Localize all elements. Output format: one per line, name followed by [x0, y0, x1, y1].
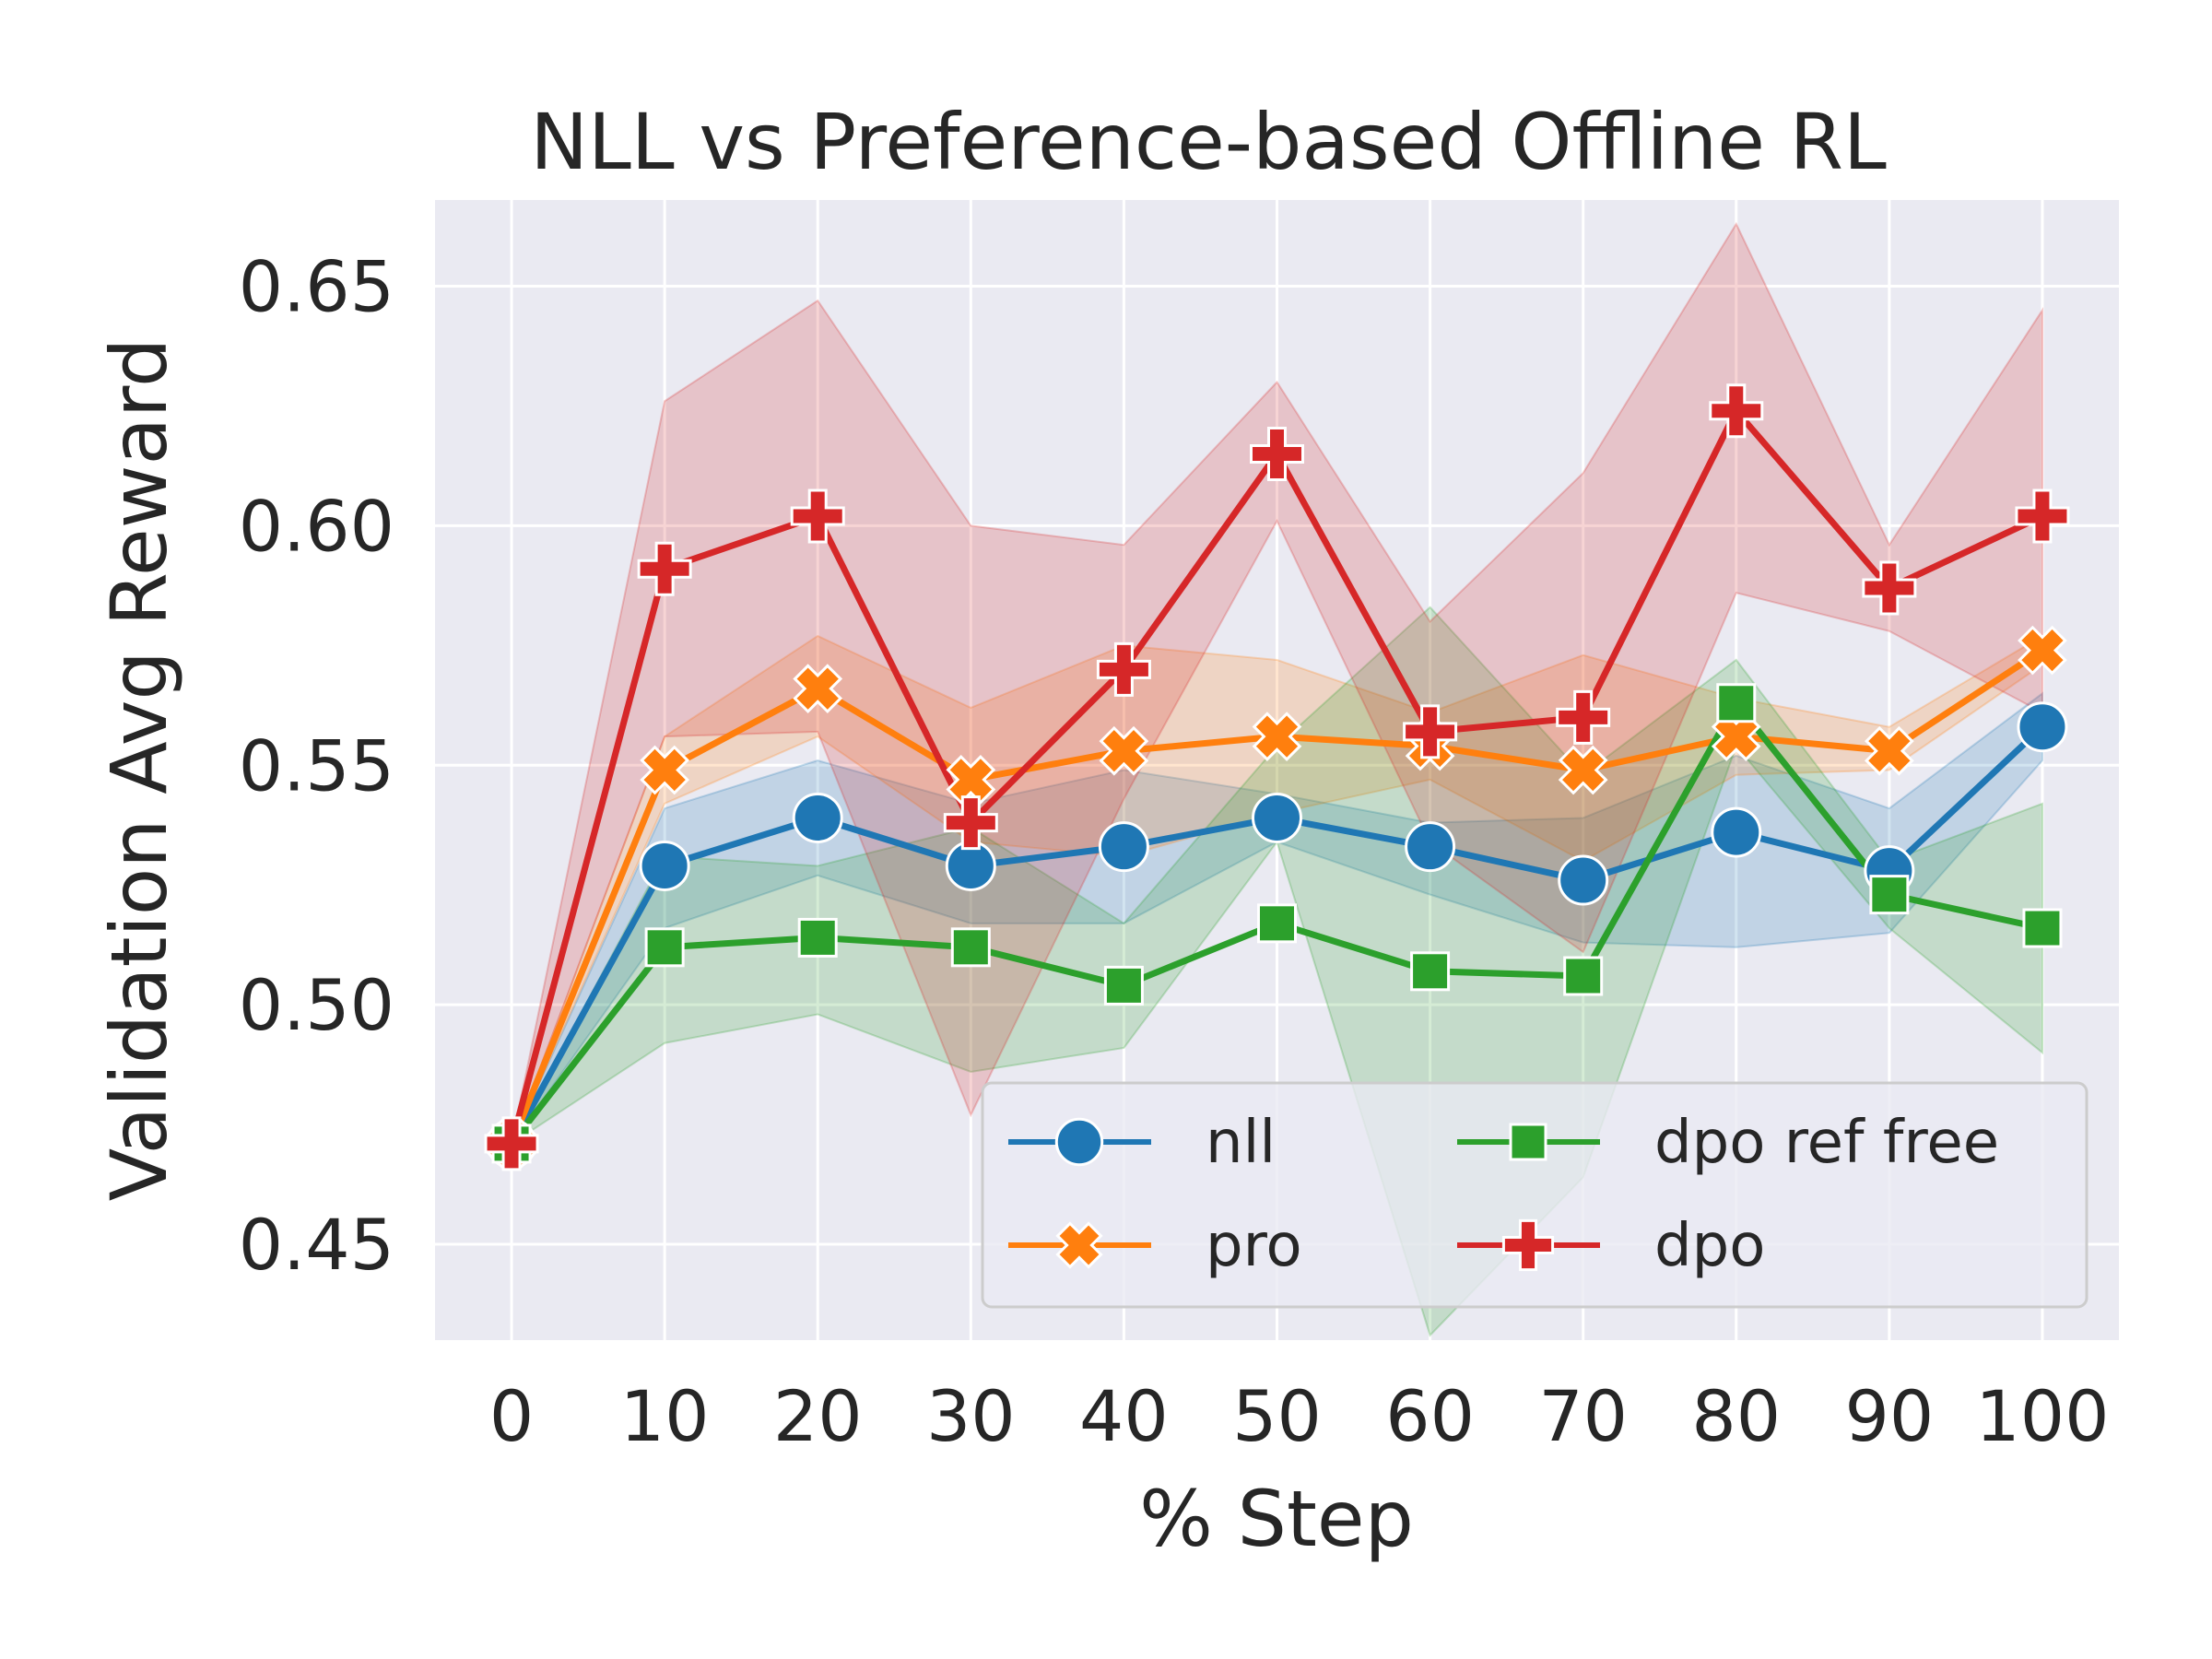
point-dpo	[943, 795, 998, 851]
legend-label-dpo-ref-free: dpo ref free	[1654, 1109, 1999, 1177]
confidence-bands	[511, 221, 2043, 1337]
point-pro	[946, 755, 996, 805]
point-dpo	[1709, 383, 1764, 439]
point-nll	[639, 840, 690, 891]
point-dpo-ref-free	[797, 917, 838, 958]
x-axis-label: % Step	[1139, 1474, 1414, 1564]
x-tick-label: 90	[1845, 1375, 1935, 1457]
legend-label-nll: nll	[1206, 1109, 1276, 1177]
point-dpo-ref-free	[1103, 965, 1144, 1006]
point-nll	[2017, 701, 2068, 753]
x-tick-label: 50	[1232, 1375, 1322, 1457]
point-dpo-ref-free	[2022, 908, 2063, 948]
x-tick-label: 40	[1079, 1375, 1169, 1457]
point-pro	[640, 745, 690, 795]
point-nll	[792, 792, 843, 843]
point-nll	[1711, 806, 1762, 858]
point-dpo	[637, 541, 692, 596]
point-pro	[1558, 745, 1608, 795]
point-dpo-ref-free	[1257, 903, 1297, 944]
point-nll	[1405, 821, 1456, 873]
point-dpo	[484, 1116, 539, 1171]
y-axis-label: Validation Avg Reward	[94, 338, 184, 1202]
point-dpo	[790, 488, 845, 544]
y-tick-label: 0.50	[239, 964, 394, 1046]
y-tick-label: 0.45	[239, 1204, 394, 1286]
point-pro	[2018, 625, 2067, 676]
x-tick-label: 80	[1691, 1375, 1781, 1457]
legend-label-pro: pro	[1206, 1212, 1302, 1280]
point-dpo	[1403, 704, 1458, 759]
point-dpo-ref-free	[1869, 875, 1910, 915]
point-nll	[1098, 821, 1149, 873]
legend-marker-nll	[1054, 1117, 1104, 1167]
legend: nll pro dpo ref free dpo	[981, 1081, 2088, 1309]
point-dpo	[2015, 488, 2070, 544]
x-tick-label: 30	[926, 1375, 1016, 1457]
y-tick-label: 0.55	[239, 724, 394, 806]
point-dpo-ref-free	[644, 927, 685, 968]
y-tick-label: 0.60	[239, 485, 394, 567]
legend-frame	[981, 1081, 2088, 1309]
x-tick-label: 60	[1385, 1375, 1475, 1457]
point-dpo	[1096, 641, 1151, 697]
point-pro	[1864, 725, 1914, 776]
legend-label-dpo: dpo	[1654, 1212, 1765, 1280]
point-pro	[1252, 712, 1302, 761]
series-markers	[484, 383, 2070, 1171]
x-tick-label: 10	[620, 1375, 710, 1457]
x-tick-label: 20	[773, 1375, 863, 1457]
point-dpo-ref-free	[1563, 956, 1604, 996]
chart-title: NLL vs Preference-based Offline RL	[530, 97, 1887, 187]
point-dpo-ref-free	[1716, 683, 1757, 724]
y-tick-label: 0.65	[239, 246, 394, 328]
x-tick-label: 100	[1975, 1375, 2109, 1457]
x-tick-label: 0	[489, 1375, 534, 1457]
legend-marker-dpo	[1501, 1218, 1555, 1272]
point-pro	[793, 664, 843, 714]
point-dpo	[1556, 689, 1611, 745]
point-dpo	[1250, 426, 1304, 481]
point-dpo-ref-free	[950, 927, 991, 968]
point-nll	[1252, 792, 1302, 843]
point-dpo	[1862, 560, 1917, 616]
legend-marker-pro	[1055, 1221, 1103, 1269]
point-dpo-ref-free	[1410, 951, 1451, 992]
point-nll	[1558, 854, 1609, 906]
legend-marker-dpo-ref-free	[1509, 1123, 1547, 1161]
point-pro	[1099, 725, 1149, 776]
x-tick-label: 70	[1538, 1375, 1628, 1457]
tick-labels: 0 10 20 30 40 50 60 70 80 90 100 0.45 0.50 0.55 0.60 0.…	[239, 246, 2110, 1457]
